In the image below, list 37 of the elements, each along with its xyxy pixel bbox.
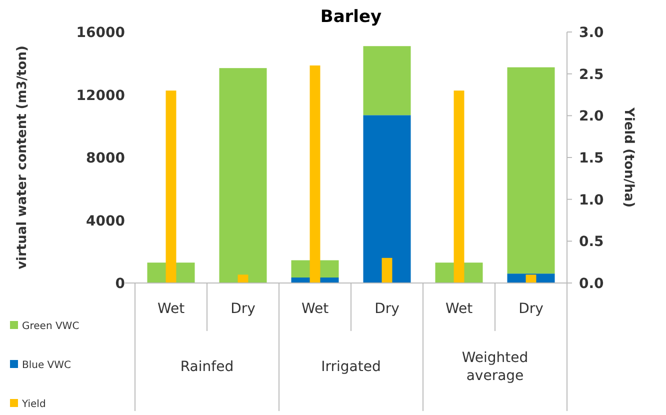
legend-label: Yield: [21, 399, 46, 410]
text: Irrigated: [321, 359, 381, 375]
y2-tick-label: 1.5: [579, 150, 604, 166]
bar: [507, 67, 555, 274]
bar: [454, 90, 464, 283]
y2-tick-label: 0.0: [579, 276, 604, 292]
y2-tick-label: 3.0: [579, 25, 604, 41]
x-tick-label: Wet: [301, 301, 330, 317]
bar: [363, 115, 411, 283]
y-tick-label: 8000: [86, 150, 126, 166]
x-tick-label: Wet: [157, 301, 186, 317]
y2-tick-label: 2.5: [579, 66, 604, 83]
x-tick-label: Dry: [230, 301, 256, 317]
y-tick-label: 0: [115, 276, 126, 292]
legend-label: Green VWC: [22, 321, 80, 332]
bar: [166, 90, 176, 283]
x-tick-label: Dry: [518, 301, 544, 317]
y-axis-title: virtual water content (m3/ton): [15, 46, 30, 270]
legend-label: Blue VWC: [22, 360, 72, 371]
text: Weighted average: [462, 350, 528, 384]
y-tick-label: 16000: [76, 25, 126, 41]
bar: [219, 68, 267, 283]
bar: [310, 65, 320, 283]
x-tick-label: Wet: [445, 301, 474, 317]
y-tick-label: 12000: [76, 88, 126, 104]
bar: [238, 274, 248, 283]
bar: [382, 258, 392, 283]
x-tick-label: Dry: [374, 301, 400, 317]
y2-tick-label: 2.0: [579, 108, 604, 125]
bar: [526, 274, 536, 283]
chart-title: Barley: [320, 7, 382, 27]
y-tick-label: 4000: [86, 213, 126, 230]
text: Rainfed: [180, 359, 234, 375]
y2-tick-label: 0.5: [579, 234, 604, 250]
y2-axis-title: Yield (ton/ha): [621, 106, 636, 208]
bar: [363, 46, 411, 116]
y2-tick-label: 1.0: [579, 192, 604, 208]
